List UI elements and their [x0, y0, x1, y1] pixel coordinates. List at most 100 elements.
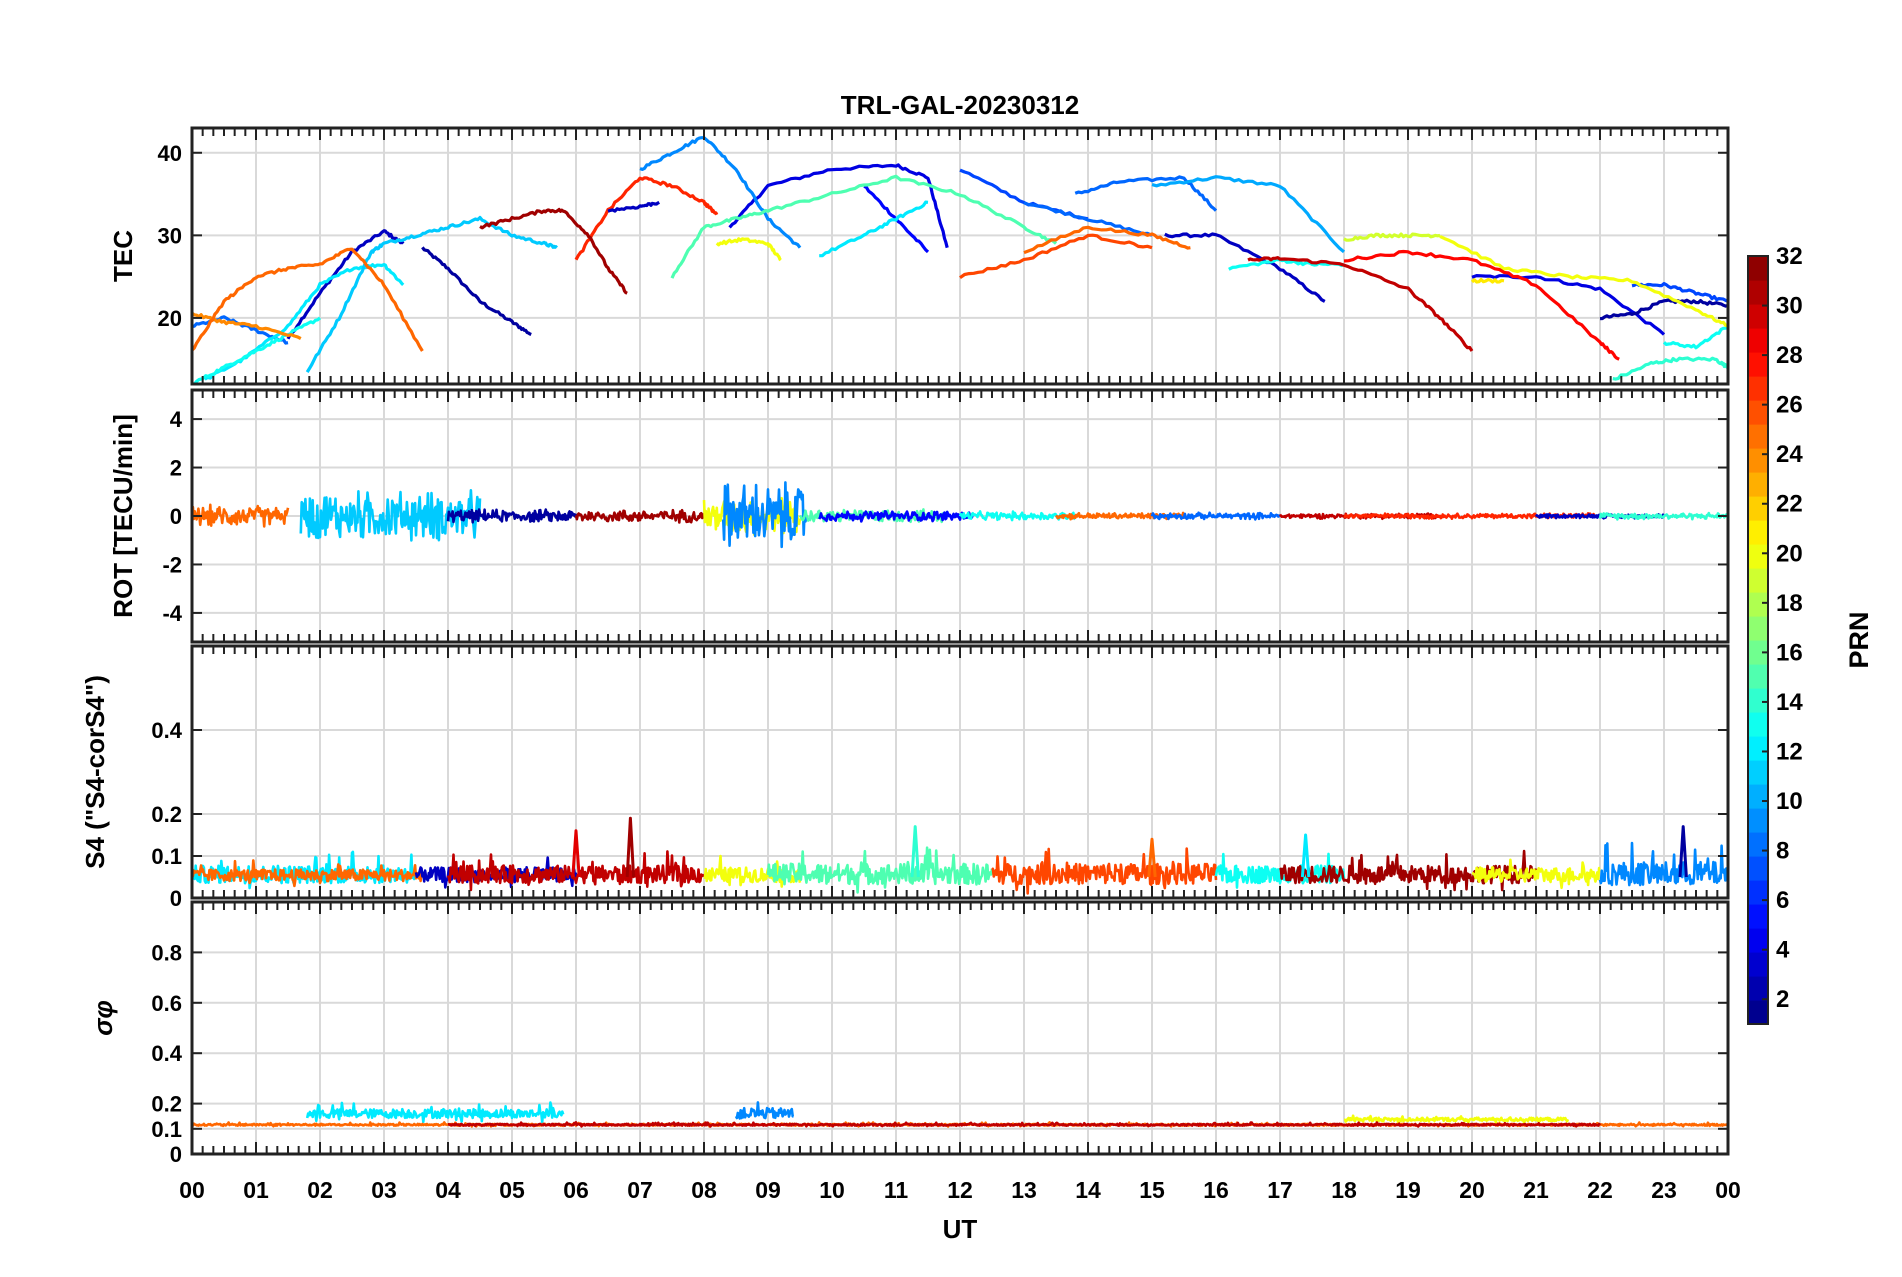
tec-series-prn-7: [1631, 282, 1728, 303]
x-tick-label: 02: [307, 1177, 333, 1203]
y-axis-label-s4: S4 ("S4-corS4"): [80, 675, 110, 869]
colorbar-tick-label: 12: [1776, 738, 1803, 765]
x-tick-label: 17: [1267, 1177, 1293, 1203]
colorbar-segment: [1748, 472, 1768, 497]
colorbar-segment: [1748, 400, 1768, 425]
colorbar-segment: [1748, 304, 1768, 329]
colorbar-segment: [1748, 424, 1768, 449]
tec-series-prn-8: [1023, 201, 1153, 237]
colorbar-tick-label: 26: [1776, 392, 1803, 419]
colorbar-segment: [1748, 808, 1768, 833]
colorbar-segment: [1748, 640, 1768, 665]
sigma-series-prn-20: [1343, 1114, 1570, 1124]
s4-peak-prn-29: [571, 829, 581, 878]
tec-series-prn-9: [639, 136, 802, 249]
colorbar-segment: [1748, 760, 1768, 785]
colorbar-tick-label: 4: [1776, 937, 1790, 964]
s4-series-prn-9: [1598, 841, 1728, 887]
tec-series-prn-13: [1228, 257, 1345, 271]
x-tick-label: 19: [1395, 1177, 1421, 1203]
colorbar-tick-label: 8: [1776, 838, 1789, 865]
colorbar-segment: [1748, 736, 1768, 761]
panel-y-ticks: 00.10.2 0.4 0.6 0.8: [151, 940, 1728, 1167]
x-tick-label: 23: [1651, 1177, 1677, 1203]
y-tick-label: 0.4: [151, 718, 182, 743]
rot-series-prn-2: [446, 508, 578, 524]
colorbar-tick-label: 24: [1776, 441, 1803, 468]
colorbar-segment: [1748, 712, 1768, 737]
sigma-series-prn-9: [734, 1101, 795, 1120]
y-axis-label-rot: ROT [TECU/min]: [108, 414, 138, 618]
panel-x-ticks: [191, 902, 1729, 1154]
tec-series-prn-28: [1343, 249, 1620, 361]
s4-peak-prn-12: [1300, 833, 1311, 878]
tec-series-prn-4: [728, 163, 949, 249]
colorbar-segment: [1748, 328, 1768, 353]
colorbar-segment: [1748, 904, 1768, 929]
tec-series-prn-25: [1023, 225, 1191, 255]
colorbar-segment: [1748, 1000, 1768, 1025]
rot-series-prn-14: [1598, 511, 1728, 521]
panel-grid: [191, 646, 1729, 899]
x-tick-label: 01: [243, 1177, 269, 1203]
s4-peak-prn-2: [1678, 825, 1688, 878]
colorbar-segment: [1748, 664, 1768, 689]
colorbar-segment: [1748, 616, 1768, 641]
colorbar-segment: [1748, 688, 1768, 713]
x-tick-label: 00: [179, 1177, 205, 1203]
panel-sigma: 00.10.2 0.4 0.6 0.8 σφ: [88, 900, 1730, 1167]
colorbar-tick-label: 2: [1776, 986, 1789, 1013]
colorbar-tick-label: 14: [1776, 689, 1803, 716]
colorbar-tick-label: 28: [1776, 342, 1803, 369]
rot-series-prn-5: [818, 509, 975, 523]
colorbar-segment: [1748, 592, 1768, 617]
s4-peak-prn-14: [910, 825, 920, 878]
colorbar-tick-label: 16: [1776, 639, 1803, 666]
panel-data: [192, 816, 1728, 895]
s4-series-prn-20: [1471, 858, 1601, 890]
rot-series-prn-9: [721, 481, 808, 549]
colorbar-segment: [1748, 856, 1768, 881]
y-tick-label: 0.2: [151, 802, 182, 827]
tec-series-prn-19: [1343, 232, 1441, 242]
colorbar-segment: [1748, 256, 1768, 281]
x-tick-label: 18: [1331, 1177, 1357, 1203]
y-axis-label-tec: TEC: [108, 230, 138, 282]
panel-s4: 0 0.1 0.2 0.4 S4 ("S4-corS4"): [80, 644, 1730, 911]
x-tick-label: 05: [499, 1177, 525, 1203]
panel-x-ticks: [191, 128, 1729, 384]
y-tick-label: 0: [170, 1142, 182, 1167]
y-tick-label: -4: [162, 601, 182, 626]
colorbar-segment: [1748, 280, 1768, 305]
x-tick-label: 10: [819, 1177, 845, 1203]
colorbar-segment: [1748, 952, 1768, 977]
tec-series-prn-13: [1662, 324, 1728, 350]
chart-title: TRL-GAL-20230312: [841, 90, 1079, 120]
tec-series-prn-26: [959, 233, 1153, 280]
colorbar-tick-label: 18: [1776, 590, 1803, 617]
x-tick-label: 06: [563, 1177, 589, 1203]
colorbar-tick-label: 6: [1776, 887, 1789, 914]
tec-series-prn-14: [1612, 356, 1728, 381]
x-tick-label: 14: [1075, 1177, 1101, 1203]
panel-data: [192, 1101, 1728, 1128]
rot-series-prn-25: [192, 503, 290, 528]
colorbar-tick-label: 22: [1776, 491, 1803, 518]
y-tick-label: 0: [170, 504, 182, 529]
x-axis-label: UT: [943, 1214, 978, 1244]
rot-series-prn-13: [958, 510, 1076, 522]
panel-tec: 20 30 40 TEC: [108, 126, 1730, 386]
sigma-series-prn-30: [447, 1121, 1602, 1128]
colorbar-segment: [1748, 352, 1768, 377]
y-tick-label: 4: [170, 407, 183, 432]
tec-series-prn-30: [1247, 256, 1474, 352]
panel-data: [192, 481, 1728, 549]
panel-x-ticks: [191, 646, 1729, 898]
x-tick-label: 20: [1459, 1177, 1485, 1203]
x-tick-label: 08: [691, 1177, 717, 1203]
x-tick-label: 22: [1587, 1177, 1613, 1203]
x-tick-label: 04: [435, 1177, 461, 1203]
s4-peak-prn-25: [1147, 837, 1157, 878]
